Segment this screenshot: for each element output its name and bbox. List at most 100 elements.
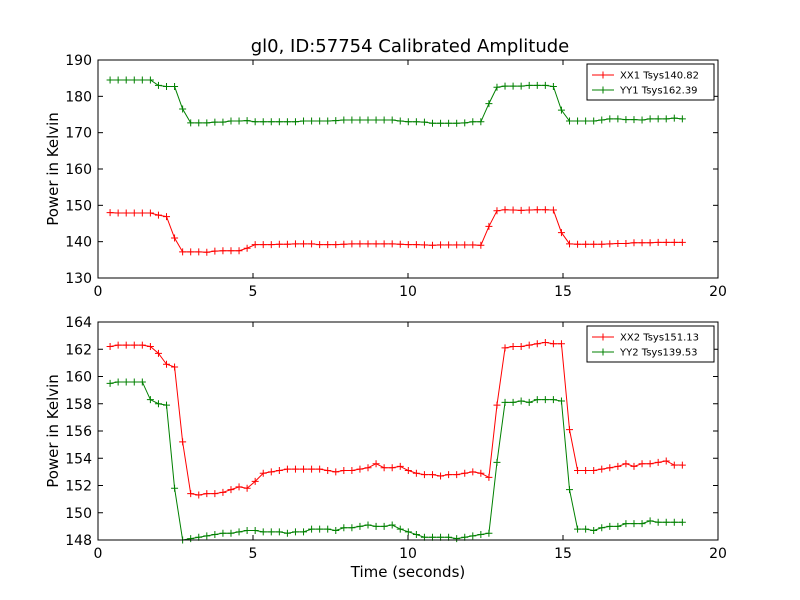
data-point — [300, 465, 308, 473]
data-point — [654, 518, 662, 526]
data-point — [106, 379, 114, 387]
data-point — [678, 238, 686, 246]
data-point — [477, 469, 485, 477]
data-point — [275, 528, 283, 536]
data-point — [533, 396, 541, 404]
data-point — [509, 82, 517, 90]
data-point — [122, 76, 130, 84]
data-point — [614, 115, 622, 123]
data-point — [130, 341, 138, 349]
data-point — [146, 76, 154, 84]
data-point — [211, 490, 219, 498]
data-point — [590, 467, 598, 475]
data-point — [501, 398, 509, 406]
data-point — [211, 118, 219, 126]
y-tick-label: 160 — [65, 370, 92, 386]
data-point — [396, 117, 404, 125]
data-point — [662, 457, 670, 465]
data-point — [541, 396, 549, 404]
data-point — [235, 117, 243, 125]
data-point — [130, 378, 138, 386]
data-point — [324, 467, 332, 475]
data-point — [154, 211, 162, 219]
data-point — [380, 116, 388, 124]
data-point — [614, 239, 622, 247]
legend-entry: XX1 Tsys140.82 — [620, 71, 699, 82]
data-point — [163, 360, 171, 368]
series-2 — [106, 378, 686, 544]
x-tick-label: 15 — [554, 284, 572, 300]
data-point — [654, 238, 662, 246]
data-point — [501, 206, 509, 214]
data-point — [678, 115, 686, 123]
data-point — [549, 340, 557, 348]
data-point — [461, 241, 469, 249]
data-point — [646, 115, 654, 123]
data-point — [138, 378, 146, 386]
data-point — [122, 378, 130, 386]
data-point — [428, 471, 436, 479]
data-point — [557, 340, 565, 348]
data-point — [606, 522, 614, 530]
data-point — [163, 401, 171, 409]
data-point — [549, 396, 557, 404]
data-point — [437, 241, 445, 249]
y-tick-label: 162 — [65, 342, 92, 358]
data-point — [428, 119, 436, 127]
data-point — [179, 105, 187, 113]
series-1 — [106, 338, 686, 499]
data-point — [195, 119, 203, 127]
data-point — [364, 116, 372, 124]
data-point — [308, 240, 316, 248]
data-point — [316, 465, 324, 473]
data-point — [566, 486, 574, 494]
data-point — [670, 238, 678, 246]
x-tick-label: 10 — [399, 284, 417, 300]
data-point — [574, 525, 582, 533]
data-point — [590, 526, 598, 534]
data-point — [582, 117, 590, 125]
y-tick-label: 170 — [65, 126, 92, 142]
data-point — [146, 396, 154, 404]
data-point — [485, 100, 493, 108]
data-point — [372, 522, 380, 530]
data-point — [662, 518, 670, 526]
data-point — [340, 524, 348, 532]
data-point — [332, 241, 340, 249]
data-point — [300, 240, 308, 248]
data-point — [364, 464, 372, 472]
data-point — [114, 76, 122, 84]
data-point — [388, 116, 396, 124]
data-point — [380, 240, 388, 248]
y-tick-label: 140 — [65, 235, 92, 251]
legend: XX2 Tsys151.13 YY2 Tsys139.53 — [586, 325, 715, 363]
data-point — [154, 349, 162, 357]
data-point — [517, 82, 525, 90]
data-point — [340, 467, 348, 475]
data-point — [340, 116, 348, 124]
data-point — [533, 340, 541, 348]
data-point — [598, 465, 606, 473]
data-point — [219, 247, 227, 255]
x-tick-label: 0 — [94, 284, 103, 300]
data-point — [517, 397, 525, 405]
data-point — [557, 229, 565, 237]
data-point — [308, 465, 316, 473]
data-point — [469, 468, 477, 476]
data-point — [195, 248, 203, 256]
data-point — [275, 240, 283, 248]
data-point — [445, 471, 453, 479]
data-point — [557, 106, 565, 114]
y-tick-label: 148 — [65, 533, 92, 549]
data-point — [227, 117, 235, 125]
data-point — [348, 467, 356, 475]
data-point — [574, 467, 582, 475]
data-point — [114, 378, 122, 386]
data-point — [493, 458, 501, 466]
data-point — [163, 83, 171, 91]
data-point — [356, 465, 364, 473]
data-point — [493, 401, 501, 409]
legend: XX1 Tsys140.82 YY1 Tsys162.39 — [586, 63, 715, 101]
x-tick-label: 15 — [554, 546, 572, 562]
y-tick-label: 150 — [65, 198, 92, 214]
